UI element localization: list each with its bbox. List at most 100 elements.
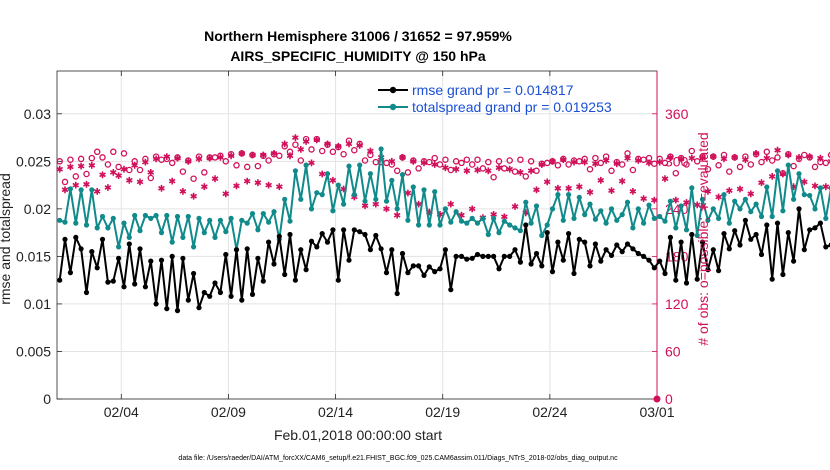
totalspread-point (373, 196, 379, 202)
left-y-axis-ticks: 0 0.005 0.01 0.015 0.02 0.025 0.03 (16, 106, 62, 407)
x-tick-label: 03/01 (639, 404, 674, 420)
obs-evaluated-point (211, 175, 219, 183)
totalspread-point (137, 228, 143, 234)
rmse-point (721, 231, 727, 237)
right-y-tick-label: 120 (665, 296, 689, 312)
totalspread-point (764, 184, 770, 190)
rmse-point (533, 250, 540, 257)
obs-possible-point (110, 148, 117, 156)
rmse-point (132, 281, 138, 287)
rmse-point (383, 270, 390, 276)
totalspread-point (807, 192, 813, 199)
obs-evaluated-point (474, 166, 481, 174)
legend: rmse grand pr = 0.014817 totalspread gra… (378, 82, 612, 115)
totalspread-point (555, 192, 561, 198)
obs-evaluated-point (693, 201, 701, 209)
obs-possible-point (442, 156, 449, 163)
totalspread-point (533, 203, 540, 209)
obs-evaluated-point (142, 158, 149, 166)
totalspread-point (523, 199, 529, 205)
totalspread-point (191, 244, 197, 250)
obs-evaluated-point (227, 152, 235, 160)
totalspread-point (110, 215, 116, 221)
right-y-tick-label: 0 (665, 391, 673, 407)
obs-evaluated-point (77, 162, 85, 170)
obs-evaluated-point (152, 155, 160, 163)
obs-possible-point (179, 168, 187, 175)
rmse-point (474, 251, 481, 258)
totalspread-point (383, 198, 390, 204)
obs-evaluated-point (774, 146, 781, 154)
rmse-point (362, 231, 368, 238)
obs-evaluated-point (404, 189, 412, 197)
obs-evaluated-point (313, 136, 321, 144)
totalspread-point (266, 219, 272, 225)
totalspread-point (126, 234, 132, 240)
totalspread-point (142, 212, 148, 219)
rmse-point (635, 250, 641, 257)
obs-possible-point (431, 154, 438, 162)
totalspread-point (657, 213, 663, 220)
totalspread-point (335, 182, 341, 188)
totalspread-point (507, 222, 513, 228)
totalspread-point (287, 218, 293, 224)
obs-possible-point (533, 167, 540, 175)
obs-evaluated-point (726, 187, 733, 194)
obs-possible-point (190, 175, 197, 182)
obs-evaluated-point (249, 151, 256, 159)
totalspread-point (292, 168, 298, 174)
rmse-point (592, 241, 599, 247)
obs-evaluated-point (345, 140, 353, 148)
obs-possible-point (233, 162, 240, 169)
obs-evaluated-point (367, 147, 374, 155)
totalspread-point (635, 206, 641, 212)
obs-evaluated-point (495, 164, 503, 172)
obs-evaluated-point (667, 154, 674, 161)
totalspread-point (410, 184, 416, 190)
obs-evaluated-point (104, 184, 112, 191)
rmse-point (110, 278, 116, 284)
rmse-point (94, 265, 100, 271)
rmse-point (624, 241, 631, 247)
rmse-point (196, 305, 202, 311)
obs-evaluated-point (270, 150, 278, 157)
rmse-point (673, 277, 679, 283)
totalspread-point (791, 196, 797, 202)
rmse-point (710, 247, 716, 253)
obs-evaluated-point (297, 146, 305, 153)
rmse-point (657, 258, 663, 264)
rmse-point (335, 277, 341, 283)
obs-possible-point (67, 156, 74, 163)
obs-possible-point (276, 152, 283, 160)
rmse-point (716, 268, 722, 274)
obs-evaluated-point (559, 156, 567, 164)
obs-possible-point (318, 147, 326, 155)
totalspread-point (448, 219, 454, 225)
obs-evaluated-point (222, 190, 230, 198)
totalspread-point (780, 208, 786, 214)
totalspread-point (758, 213, 765, 220)
obs-evaluated-point (576, 183, 583, 191)
obs-evaluated-point (817, 154, 824, 162)
obs-possible-point (83, 170, 90, 178)
rmse-point (678, 239, 684, 245)
rmse-point (689, 231, 695, 238)
rmse-point (394, 290, 400, 297)
obs-possible-point (522, 173, 530, 180)
obs-evaluated-point (158, 184, 165, 192)
obs-evaluated-point (651, 196, 658, 204)
rmse-point (421, 272, 427, 278)
totalspread-point (89, 187, 95, 193)
totalspread-point (812, 206, 818, 212)
obs-possible-point (56, 158, 63, 165)
totalspread-point (244, 220, 250, 226)
obs-possible-point (222, 158, 230, 165)
rmse-point (507, 253, 513, 259)
obs-possible-point (201, 169, 208, 176)
obs-possible-point (790, 162, 797, 170)
obs-evaluated-point (99, 171, 106, 179)
totalspread-point (646, 202, 652, 208)
obs-possible-point (72, 173, 80, 180)
left-y-tick-label: 0.005 (16, 343, 51, 359)
rmse-point (239, 297, 245, 303)
